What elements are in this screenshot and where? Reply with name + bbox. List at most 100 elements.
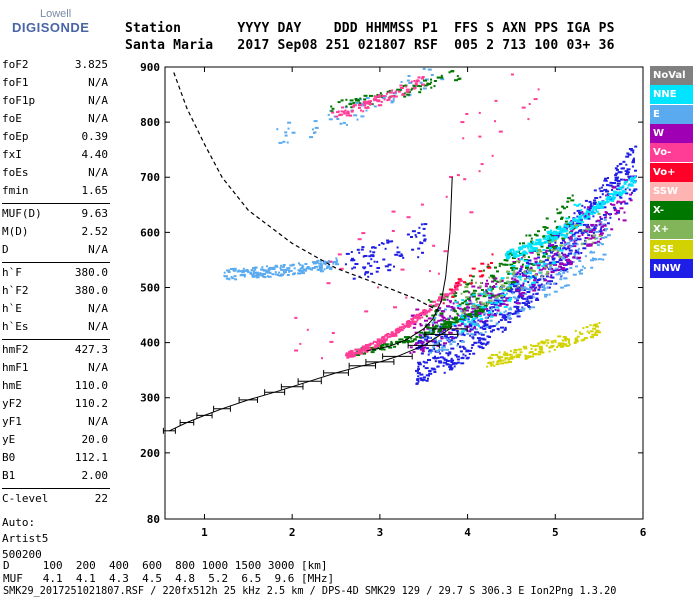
echo-point [537,248,542,251]
echo-point [585,237,589,240]
param-row: fxI 4.40 [2,148,108,166]
echo-point [363,94,368,97]
echo-point [489,325,494,328]
echo-point [511,269,515,272]
echo-point [589,205,594,208]
echo-point [556,208,559,211]
echo-point [530,347,533,350]
echo-point [513,312,518,315]
echo-point [302,268,305,271]
echo-point [458,280,463,282]
echo-point [538,250,543,253]
echo-point [471,303,476,306]
echo-point [588,200,592,203]
echo-point [528,284,531,287]
echo-point [493,364,496,367]
echo-point [507,287,510,290]
echo-point [600,258,603,261]
echo-point [490,262,493,264]
echo-point [363,267,366,270]
echo-point [592,215,595,218]
echo-point [409,322,414,325]
echo-point [306,266,310,268]
echo-point [590,259,594,262]
echo-point [594,334,599,336]
echo-point [589,211,592,213]
echo-point [565,284,570,287]
param-label: B1 [2,469,16,482]
echo-point [387,269,392,272]
echo-point [343,112,347,115]
echo-point [424,336,427,339]
echo-point [393,265,395,268]
echo-point [582,265,584,268]
echo-point [498,130,503,133]
echo-point [464,354,467,357]
echo-point [457,343,459,345]
echo-point [605,179,608,182]
echo-point [430,78,432,81]
echo-point [542,235,547,238]
echo-point [278,274,283,277]
echo-point [503,259,507,262]
echo-point [387,98,391,101]
echo-point [463,178,467,181]
echo-point [471,317,476,320]
echo-point [569,232,573,234]
echo-point [506,313,510,316]
echo-point [418,91,422,94]
echo-point [552,269,557,272]
echo-point [400,329,404,332]
echo-point [366,347,369,349]
echo-point [468,299,472,302]
echo-point [512,275,516,278]
echo-point [494,120,496,123]
echo-point [450,347,455,350]
echo-point [590,202,593,205]
echo-point [461,340,465,343]
echo-point [421,336,426,339]
echo-point [598,258,600,261]
echo-point [549,264,553,267]
echo-point [427,359,431,361]
echo-point [513,270,516,273]
echo-point [572,239,575,242]
echo-point [504,361,508,364]
echo-point [426,82,430,85]
plot-frame [164,66,644,520]
echo-point [599,222,602,225]
echo-point [323,268,326,271]
echo-point [423,238,427,241]
echo-point [611,203,616,206]
param-row: foF1p N/A [2,94,108,112]
echo-point [628,188,631,191]
echo-point [471,285,476,288]
echo-point [488,326,492,329]
echo-point [500,277,505,280]
echo-point [605,190,609,193]
echo-point [566,205,569,208]
echo-point [426,336,430,339]
echo-point [482,325,486,328]
echo-point [540,243,543,246]
echo-point [419,373,424,376]
echo-point [505,257,510,260]
echo-point [498,287,501,289]
echo-point [486,309,491,312]
legend-item-vo-: Vo+ [650,162,693,182]
echo-point [491,306,496,309]
echo-point [496,309,500,312]
echo-point [511,254,514,257]
echo-point [475,297,480,300]
echo-point [351,353,355,356]
echo-point [546,235,551,238]
echo-point [631,161,635,164]
echo-point [551,262,556,265]
echo-point [599,238,602,241]
echo-point [555,227,559,229]
echo-point [545,251,548,254]
echo-point [262,269,267,272]
echo-point [345,252,350,255]
echo-point [414,82,418,85]
echo-point [522,345,527,348]
